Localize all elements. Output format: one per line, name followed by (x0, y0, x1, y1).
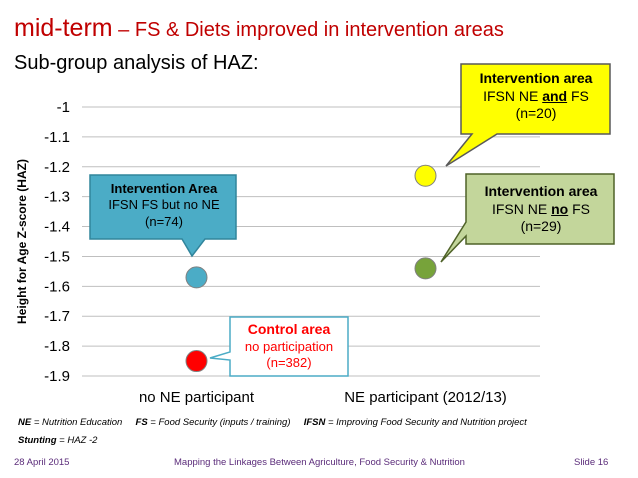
y-tick-label: -1.5 (44, 248, 70, 265)
callout-control-line2: (n=382) (266, 354, 312, 370)
ne-and-fs-em: and (542, 87, 568, 104)
ne-and-fs-pre: IFSN NE (483, 87, 543, 104)
callout-control-title: Control area (247, 321, 331, 337)
y-tick-label: -1.1 (44, 129, 70, 146)
footer-slide-number: Slide 16 (574, 457, 609, 468)
ne-and-fs-post: FS (567, 87, 589, 104)
callout-ifsn-ne-no-fs-line2: (n=29) (520, 218, 562, 234)
y-tick-label: -1.2 (44, 159, 70, 176)
notes-line-2: Stunting = HAZ -2 (18, 432, 527, 450)
ne-no-fs-pre: IFSN NE (491, 200, 552, 217)
callout-ifsn-ne-and-fs-box (445, 63, 611, 167)
ne-no-fs-post: FS (568, 200, 590, 217)
note-ne-val: = Nutrition Education (31, 417, 123, 428)
callout-ifsn-ne-and-fs-title: Intervention area (479, 70, 593, 86)
callout-ifsn-ne-and-fs-line2: (n=20) (515, 105, 557, 121)
callout-control-text: Control area no participation (n=382) (234, 321, 344, 371)
callout-ifsn-fs-no-ne-box (89, 174, 237, 258)
y-tick-label: -1.3 (44, 189, 70, 206)
y-tick-label: -1.6 (44, 278, 70, 295)
data-point (414, 164, 437, 187)
note-fs-key: FS (135, 417, 148, 428)
note-ne-key: NE (18, 417, 32, 428)
footer-center: Mapping the Linkages Between Agriculture… (174, 457, 465, 468)
callout-ifsn-fs-no-ne-text: Intervention Area IFSN FS but no NE (n=7… (95, 181, 233, 230)
note-stunting-key: Stunting (18, 435, 57, 446)
abbreviation-notes: NE = Nutrition Education FS = Food Secur… (18, 414, 527, 450)
note-fs-val: = Food Security (inputs / training) (147, 417, 291, 428)
callout-ifsn-fs-no-ne-line2: (n=74) (145, 213, 183, 229)
callout-ifsn-fs-no-ne-title: Intervention Area (110, 181, 218, 196)
callout-control-line1: no participation (244, 338, 334, 354)
ne-no-fs-em: no (551, 200, 569, 217)
callout-ifsn-ne-and-fs-line1: IFSN NE and FS (463, 88, 609, 106)
data-point (414, 257, 437, 280)
data-point (185, 266, 208, 289)
note-stunting-val: = HAZ -2 (56, 435, 98, 446)
x-category-label: no NE participant (139, 389, 255, 406)
callout-ifsn-fs-no-ne-line1: IFSN FS but no NE (108, 197, 220, 213)
note-ifsn-val: = Improving Food Security and Nutrition … (325, 417, 527, 428)
title-main: mid-term (14, 14, 113, 42)
y-tick-label: -1.4 (44, 219, 70, 236)
y-axis-label: Height for Age Z-score (HAZ) (15, 159, 29, 324)
slide-title: mid-term – FS & Diets improved in interv… (14, 14, 504, 43)
slide-subtitle: Sub-group analysis of HAZ: (14, 52, 259, 74)
y-tick-label: -1.8 (44, 338, 70, 355)
y-tick-label: -1.9 (44, 368, 70, 385)
title-rest: – FS & Diets improved in intervention ar… (112, 19, 504, 41)
notes-line-1: NE = Nutrition Education FS = Food Secur… (18, 414, 527, 432)
callout-ifsn-ne-and-fs-text: Intervention area IFSN NE and FS (n=20) (463, 70, 609, 123)
callout-ifsn-ne-no-fs-text: Intervention area IFSN NE no FS (n=29) (470, 183, 612, 236)
y-tick-label: -1.7 (44, 308, 70, 325)
data-point (185, 350, 208, 373)
y-tick-label: -1 (57, 99, 70, 116)
callout-control-box (209, 316, 349, 377)
footer-date: 28 April 2015 (14, 457, 70, 468)
callout-ifsn-ne-no-fs-box (440, 173, 615, 263)
x-category-label: NE participant (2012/13) (344, 389, 507, 406)
callout-ifsn-ne-no-fs-line1: IFSN NE no FS (470, 201, 612, 219)
note-ifsn-key: IFSN (303, 417, 326, 428)
callout-ifsn-ne-no-fs-title: Intervention area (484, 183, 598, 199)
